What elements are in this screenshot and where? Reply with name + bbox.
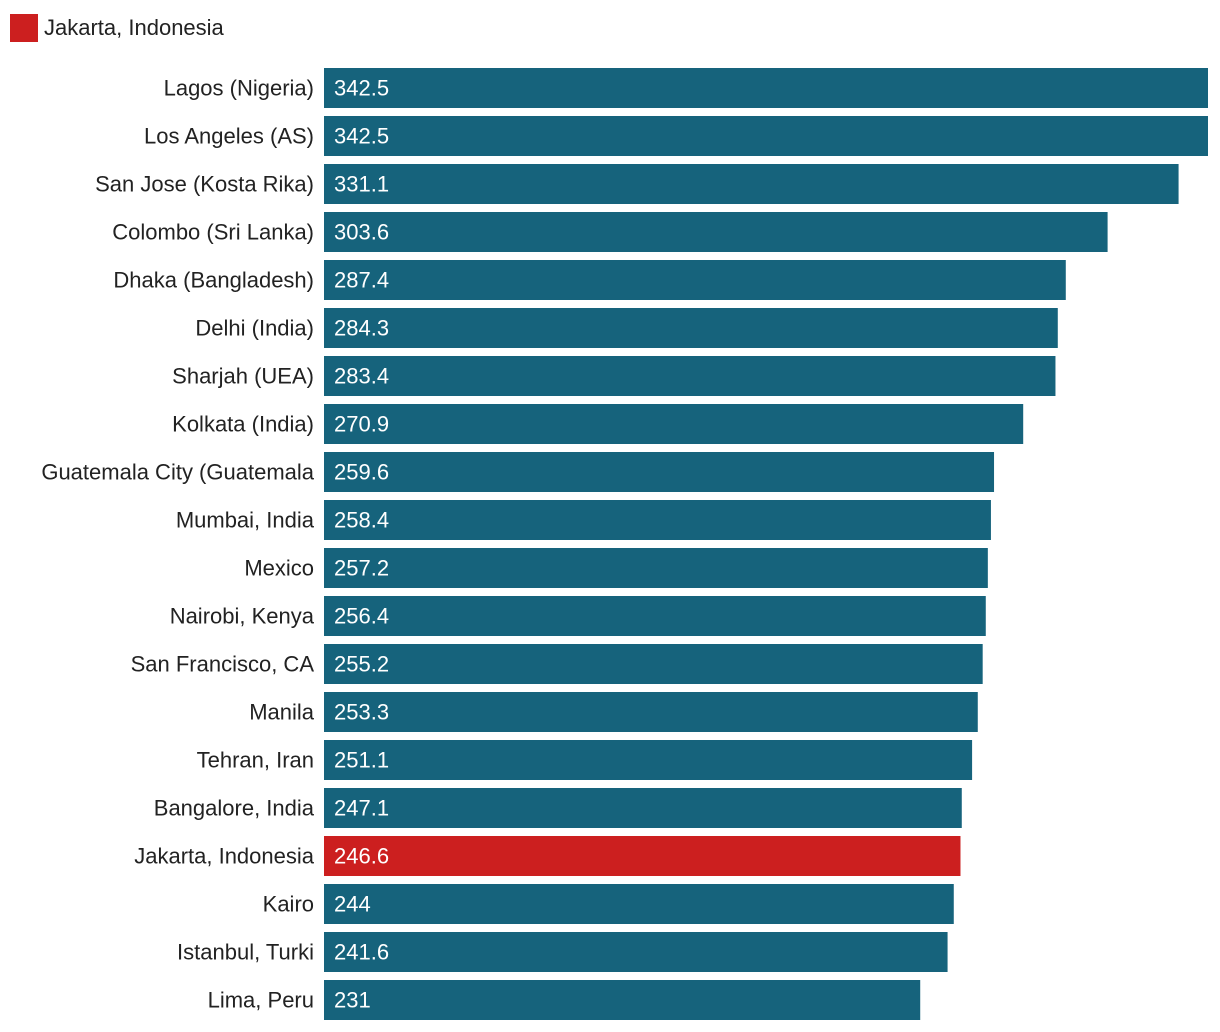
value-label: 259.6 xyxy=(334,460,389,485)
category-label: Mexico xyxy=(244,556,314,581)
value-label: 303.6 xyxy=(334,220,389,245)
category-label: Lagos (Nigeria) xyxy=(164,76,314,101)
value-label: 258.4 xyxy=(334,508,389,533)
bar xyxy=(324,596,986,636)
category-label: Kolkata (India) xyxy=(172,412,314,437)
value-label: 342.5 xyxy=(334,76,389,101)
bar xyxy=(324,980,921,1020)
category-label: Bangalore, India xyxy=(154,796,315,821)
category-label: Kairo xyxy=(263,892,314,917)
bar xyxy=(324,452,995,492)
value-label: 331.1 xyxy=(334,172,389,197)
value-label: 231 xyxy=(334,988,371,1013)
bar xyxy=(324,740,973,780)
chart-legend: Jakarta, Indonesia xyxy=(10,13,224,43)
bar xyxy=(324,356,1056,396)
bar xyxy=(324,308,1058,348)
bar xyxy=(324,404,1024,444)
category-label: Jakarta, Indonesia xyxy=(134,844,315,869)
category-label: Tehran, Iran xyxy=(197,748,314,773)
category-label: Lima, Peru xyxy=(208,988,314,1013)
category-label: Dhaka (Bangladesh) xyxy=(113,268,314,293)
bar xyxy=(324,884,954,924)
value-label: 241.6 xyxy=(334,940,389,965)
value-label: 256.4 xyxy=(334,604,389,629)
bar xyxy=(324,644,983,684)
legend-label: Jakarta, Indonesia xyxy=(44,15,224,40)
bar xyxy=(324,116,1208,156)
bar xyxy=(324,260,1066,300)
category-label: Guatemala City (Guatemala xyxy=(41,460,314,485)
category-label: Colombo (Sri Lanka) xyxy=(112,220,314,245)
bar xyxy=(324,932,948,972)
bar xyxy=(324,788,962,828)
value-label: 287.4 xyxy=(334,268,389,293)
value-label: 270.9 xyxy=(334,412,389,437)
category-label: San Jose (Kosta Rika) xyxy=(95,172,314,197)
category-label: Manila xyxy=(249,700,315,725)
category-label: Nairobi, Kenya xyxy=(170,604,315,629)
bar xyxy=(324,692,978,732)
bar xyxy=(324,212,1108,252)
value-label: 342.5 xyxy=(334,124,389,149)
bar xyxy=(324,500,991,540)
category-label: Delhi (India) xyxy=(195,316,314,341)
category-label: Mumbai, India xyxy=(176,508,315,533)
legend-swatch xyxy=(10,14,38,42)
bar xyxy=(324,836,961,876)
value-label: 284.3 xyxy=(334,316,389,341)
category-label: San Francisco, CA xyxy=(131,652,315,677)
value-label: 253.3 xyxy=(334,700,389,725)
category-label: Los Angeles (AS) xyxy=(144,124,314,149)
value-label: 255.2 xyxy=(334,652,389,677)
bar xyxy=(324,164,1179,204)
value-label: 283.4 xyxy=(334,364,389,389)
value-label: 246.6 xyxy=(334,844,389,869)
value-label: 244 xyxy=(334,892,371,917)
bar xyxy=(324,548,988,588)
value-label: 247.1 xyxy=(334,796,389,821)
value-label: 251.1 xyxy=(334,748,389,773)
bar xyxy=(324,68,1208,108)
category-label: Sharjah (UEA) xyxy=(172,364,314,389)
category-label: Istanbul, Turki xyxy=(177,940,314,965)
value-label: 257.2 xyxy=(334,556,389,581)
